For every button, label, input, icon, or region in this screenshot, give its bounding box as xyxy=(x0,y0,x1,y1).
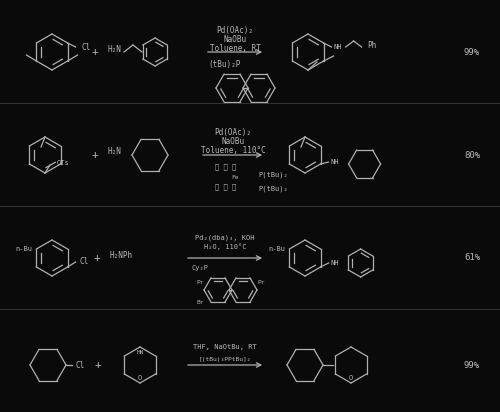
Text: Pd(OAc)₂: Pd(OAc)₂ xyxy=(214,129,252,138)
Text: Ph: Ph xyxy=(368,40,377,49)
Text: NH: NH xyxy=(330,260,339,266)
Text: +: + xyxy=(94,360,102,370)
Text: n-Bu: n-Bu xyxy=(16,246,32,252)
Text: Cl: Cl xyxy=(76,360,85,370)
Text: Pr: Pr xyxy=(196,279,204,285)
Text: +: + xyxy=(92,150,98,160)
Text: 99%: 99% xyxy=(464,47,480,56)
Text: H₂N: H₂N xyxy=(107,44,121,54)
Text: THF, NaOtBu, RT: THF, NaOtBu, RT xyxy=(193,344,257,350)
Text: +: + xyxy=(94,253,100,263)
Text: 80%: 80% xyxy=(464,150,480,159)
Text: Cy₂P: Cy₂P xyxy=(192,265,209,271)
Text: O: O xyxy=(138,375,142,381)
Text: O: O xyxy=(349,375,353,381)
Text: 61%: 61% xyxy=(464,253,480,262)
Text: NaOBu: NaOBu xyxy=(222,138,244,147)
Text: Pd(OAc)₂: Pd(OAc)₂ xyxy=(216,26,254,35)
Text: Pr: Pr xyxy=(257,279,264,285)
Text: ⌣ ⌣ ⌣: ⌣ ⌣ ⌣ xyxy=(215,184,236,190)
Text: Toluene, RT: Toluene, RT xyxy=(210,44,260,52)
Text: Pd₂(dba)₃, KOH: Pd₂(dba)₃, KOH xyxy=(195,235,255,241)
Text: n-Bu: n-Bu xyxy=(268,246,285,252)
Text: +: + xyxy=(92,47,98,57)
Text: Fe: Fe xyxy=(231,175,239,180)
Text: NH: NH xyxy=(330,159,339,165)
Text: H₂NPh: H₂NPh xyxy=(110,250,133,260)
Text: (tBu)₂P: (tBu)₂P xyxy=(208,59,240,68)
Text: Cl: Cl xyxy=(80,257,89,265)
Text: NH: NH xyxy=(334,44,342,50)
Text: 99%: 99% xyxy=(464,360,480,370)
Text: ⌢ ⌢ ⌢: ⌢ ⌢ ⌢ xyxy=(215,164,236,170)
Text: Cl: Cl xyxy=(82,42,91,52)
Text: [(tBu)₃PPtBu]₂: [(tBu)₃PPtBu]₂ xyxy=(199,358,252,363)
Text: Br: Br xyxy=(196,300,204,304)
Text: HN: HN xyxy=(136,349,144,354)
Text: OTs: OTs xyxy=(57,160,70,166)
Text: P(tBu)₂: P(tBu)₂ xyxy=(258,186,288,192)
Text: Toluene, 110°C: Toluene, 110°C xyxy=(200,147,266,155)
Text: H₂O, 110°C: H₂O, 110°C xyxy=(204,243,246,250)
Text: P(tBu)₂: P(tBu)₂ xyxy=(258,172,288,178)
Text: NaOBu: NaOBu xyxy=(224,35,246,44)
Text: H₂N: H₂N xyxy=(107,147,121,157)
